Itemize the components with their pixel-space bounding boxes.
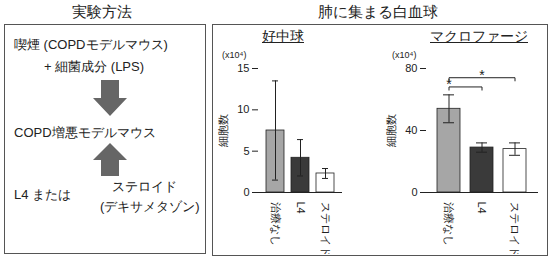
svg-text:細胞数: 細胞数 bbox=[385, 114, 397, 148]
html-text:マクロファージ: マクロファージ bbox=[430, 28, 528, 44]
svg-text:ステロイド: ステロイド bbox=[509, 202, 521, 255]
svg-text:治療なし: 治療なし bbox=[443, 202, 455, 246]
svg-text:細胞数: 細胞数 bbox=[217, 114, 229, 148]
svg-text:5: 5 bbox=[243, 145, 249, 157]
html-text:実験方法: 実験方法 bbox=[72, 3, 132, 20]
html-text:肺に集まる白血球: 肺に集まる白血球 bbox=[318, 3, 438, 20]
svg-text:80: 80 bbox=[405, 62, 417, 74]
svg-text:ステロイド: ステロイド bbox=[320, 202, 332, 255]
html-text:+ 細菌成分 (LPS): + 細菌成分 (LPS) bbox=[44, 59, 144, 74]
svg-text:0: 0 bbox=[411, 186, 417, 198]
html-text:(x10⁴): (x10⁴) bbox=[222, 50, 247, 60]
html-text:ステロイド: ステロイド bbox=[112, 179, 177, 194]
html-text:好中球: 好中球 bbox=[262, 28, 304, 44]
svg-text:15: 15 bbox=[237, 62, 249, 74]
svg-text:40: 40 bbox=[405, 124, 417, 136]
svg-text:0: 0 bbox=[243, 186, 249, 198]
svg-text:*: * bbox=[479, 67, 485, 83]
html-text:L4 または: L4 または bbox=[14, 187, 72, 202]
svg-text:L4: L4 bbox=[476, 202, 488, 214]
svg-text:治療なし: 治療なし bbox=[270, 202, 282, 246]
html-text:(デキサメタゾン): (デキサメタゾン) bbox=[100, 199, 200, 214]
html-text:(x10⁴): (x10⁴) bbox=[392, 50, 417, 60]
svg-text:L4: L4 bbox=[295, 202, 307, 214]
svg-text:10: 10 bbox=[237, 103, 249, 115]
html-text:喫煙 (COPDモデルマウス): 喫煙 (COPDモデルマウス) bbox=[14, 37, 168, 52]
html-text:COPD増悪モデルマウス: COPD増悪モデルマウス bbox=[14, 125, 156, 140]
